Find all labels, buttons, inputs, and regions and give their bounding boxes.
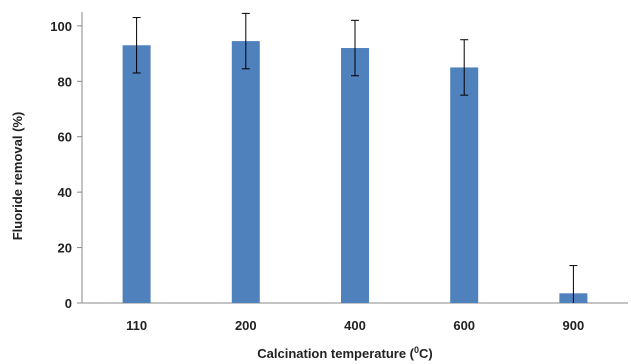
bar [341,48,369,304]
bar [231,41,260,303]
error-bar [460,39,469,96]
y-axis-title: Fluoride removal (%) [10,112,25,241]
y-tick-label: 40 [58,185,72,200]
x-axis-title-suffix: C) [419,346,433,361]
x-tick-label: 400 [344,318,366,333]
x-axis-title-sup: 0 [414,345,419,355]
x-axis-title: Calcination temperature (0C) [257,345,433,361]
error-bar [241,12,250,70]
y-tick-label: 0 [65,296,72,311]
x-tick-label: 110 [126,318,147,333]
bar [450,67,479,303]
x-tick-label: 900 [563,318,585,333]
bar [122,45,151,303]
y-axis: 0 20 40 60 80 100 [50,12,83,311]
x-axis-title-main: Calcination temperature ( [257,346,414,361]
y-tick-label: 20 [58,241,72,256]
x-axis: 110 200 400 600 900 [82,302,628,333]
y-tick-label: 100 [50,19,72,34]
x-tick-label: 200 [235,318,257,333]
bars [122,41,588,304]
error-bar [569,265,578,303]
y-tick-label: 80 [58,74,72,89]
y-tick-label: 60 [58,130,72,145]
x-tick-label: 600 [453,318,475,333]
error-bar [351,19,359,77]
error-bar [132,17,141,74]
error-bars [132,12,578,303]
